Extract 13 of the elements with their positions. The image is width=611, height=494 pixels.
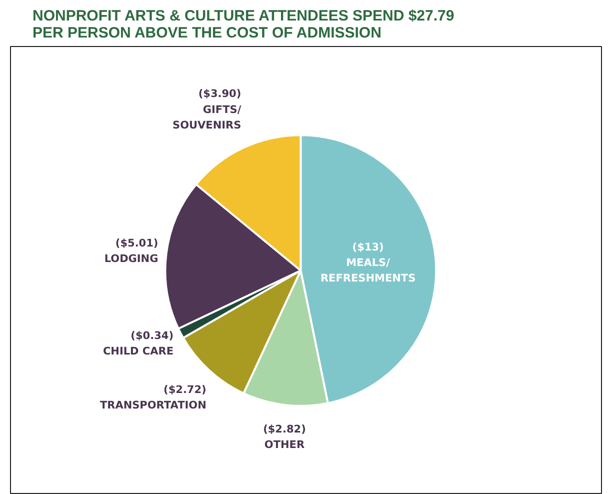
slice-label: LODGING (104, 252, 158, 265)
data-label: ($3.90) (198, 88, 242, 100)
data-label: ($13) (352, 241, 384, 254)
slice-label: TRANSPORTATION (100, 399, 206, 412)
slice-label: MEALS/REFRESHMENTS (320, 256, 416, 285)
data-label: ($2.82) (263, 423, 306, 436)
slice-label: CHILD CARE (102, 346, 174, 358)
slice-label: OTHER (264, 438, 305, 451)
data-label: ($0.34) (130, 330, 174, 342)
chart-title: NONPROFIT ARTS & CULTURE ATTENDEES SPEND $27.79 PER PERSON ABOVE THE COST OF ADMISSION (32, 8, 454, 42)
data-label: ($2.72) (164, 384, 206, 396)
data-label: ($5.01) (115, 237, 158, 250)
slice-label: GIFTS/SOUVENIRS (172, 104, 242, 132)
